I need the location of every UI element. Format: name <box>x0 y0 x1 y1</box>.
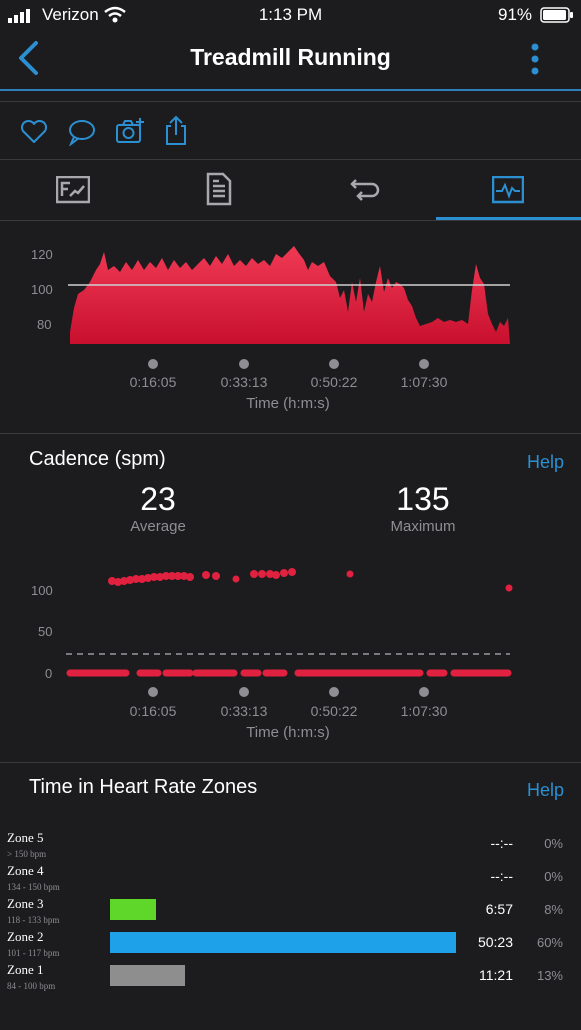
zone-name: Zone 4 <box>7 863 44 878</box>
zone-time: --:-- <box>490 868 513 884</box>
section-title: Time in Heart Rate Zones <box>29 776 258 798</box>
zone-time: 50:23 <box>477 934 513 950</box>
zone-row: Zone 5 > 150 bpm --:-- 0% <box>0 829 581 859</box>
zone-percent: 60% <box>536 935 563 950</box>
zone-time: 6:57 <box>485 901 513 917</box>
zone-name: Zone 5 <box>7 830 44 845</box>
comment-icon[interactable] <box>67 118 97 146</box>
zone-range: 84 - 100 bpm <box>7 981 56 991</box>
maximum-value: 135 <box>396 481 450 517</box>
battery-icon <box>540 7 573 23</box>
zone-range: 101 - 117 bpm <box>7 948 60 958</box>
x-tick-label: 1:07:30 <box>400 374 448 390</box>
zone-name: Zone 1 <box>7 962 44 977</box>
y-tick-label: 100 <box>31 282 53 297</box>
zone-bar <box>110 965 185 986</box>
heart-rate-area <box>68 246 510 344</box>
zone-row: Zone 4 134 - 150 bpm --:-- 0% <box>0 862 581 892</box>
status-bar: Verizon 1:13 PM 91% <box>0 0 581 32</box>
zone-range: 118 - 133 bpm <box>7 915 60 925</box>
x-tick-marker <box>148 687 158 697</box>
heart-rate-zones-section: Time in Heart Rate Zones Help Zone 5 > 1… <box>0 763 581 1030</box>
x-tick-marker <box>419 359 429 369</box>
zone-percent: 0% <box>544 869 563 884</box>
x-tick-marker <box>239 687 249 697</box>
active-tab-indicator <box>436 217 581 220</box>
laps-tab-icon[interactable] <box>346 178 380 202</box>
x-tick-label: 0:16:05 <box>129 374 177 390</box>
x-tick-label: 0:50:22 <box>310 374 358 390</box>
x-axis-label: Time (h:m:s) <box>246 724 330 741</box>
divider <box>0 220 581 221</box>
y-tick-label: 80 <box>37 317 52 332</box>
zone-time: --:-- <box>490 835 513 851</box>
zone-bar <box>110 932 456 953</box>
cadence-scatter <box>66 568 513 677</box>
clock: 1:13 PM <box>258 5 323 24</box>
nav-bar <box>0 32 581 90</box>
maximum-label: Maximum <box>390 518 456 535</box>
summary-tab-icon[interactable] <box>56 176 90 204</box>
y-tick-label: 0 <box>45 666 53 681</box>
x-tick-marker <box>148 359 158 369</box>
nav-divider <box>0 89 581 91</box>
zone-percent: 8% <box>544 902 563 917</box>
back-chevron-icon[interactable] <box>14 40 42 76</box>
average-value: 23 <box>140 481 176 517</box>
heart-icon[interactable] <box>20 119 48 145</box>
x-tick-label: 0:16:05 <box>129 703 177 719</box>
section-title: Cadence (spm) <box>29 448 166 470</box>
divider <box>0 433 581 434</box>
x-tick-label: 1:07:30 <box>400 703 448 719</box>
zone-bar <box>110 899 156 920</box>
x-axis-label: Time (h:m:s) <box>246 395 330 412</box>
share-icon[interactable] <box>164 114 188 146</box>
signal-icon <box>8 9 30 23</box>
x-tick-marker <box>329 359 339 369</box>
zone-name: Zone 2 <box>7 929 44 944</box>
x-tick-marker <box>419 687 429 697</box>
divider <box>0 101 581 102</box>
battery-percent: 91% <box>498 5 533 24</box>
zone-range: > 150 bpm <box>7 849 47 859</box>
y-tick-label: 50 <box>38 624 53 639</box>
average-label: Average <box>130 518 186 535</box>
y-tick-label: 120 <box>31 247 53 262</box>
wifi-icon <box>104 6 126 23</box>
zone-name: Zone 3 <box>7 896 44 911</box>
divider <box>0 762 581 763</box>
x-tick-label: 0:33:13 <box>220 703 268 719</box>
x-tick-marker <box>239 359 249 369</box>
divider <box>0 159 581 160</box>
more-vertical-icon[interactable] <box>527 42 543 76</box>
help-link[interactable]: Help <box>527 452 565 472</box>
zone-row: Zone 2 101 - 117 bpm 50:23 60% <box>0 928 581 958</box>
zone-time: 11:21 <box>479 967 513 983</box>
details-tab-icon[interactable] <box>206 172 232 206</box>
zone-range: 134 - 150 bpm <box>7 882 60 892</box>
x-tick-label: 0:50:22 <box>310 703 358 719</box>
zone-percent: 0% <box>544 836 563 851</box>
x-tick-marker <box>329 687 339 697</box>
page-title: Treadmill Running <box>190 44 391 70</box>
action-row <box>0 102 581 159</box>
carrier-label: Verizon <box>42 5 99 24</box>
charts-tab-icon[interactable] <box>492 176 524 204</box>
zone-row: Zone 3 118 - 133 bpm 6:57 8% <box>0 895 581 925</box>
help-link[interactable]: Help <box>527 780 565 800</box>
zone-row: Zone 1 84 - 100 bpm 11:21 13% <box>0 961 581 991</box>
cadence-section: Cadence (spm) Help 23 Average 135 Maximu… <box>0 434 581 762</box>
y-tick-label: 100 <box>31 583 53 598</box>
zone-percent: 13% <box>536 968 563 983</box>
tab-bar <box>0 160 581 218</box>
camera-add-icon[interactable] <box>114 116 146 146</box>
heart-rate-chart: 120 100 80 0:16:05 0:33:13 0:50:22 1:07:… <box>0 222 581 432</box>
x-tick-label: 0:33:13 <box>220 374 268 390</box>
